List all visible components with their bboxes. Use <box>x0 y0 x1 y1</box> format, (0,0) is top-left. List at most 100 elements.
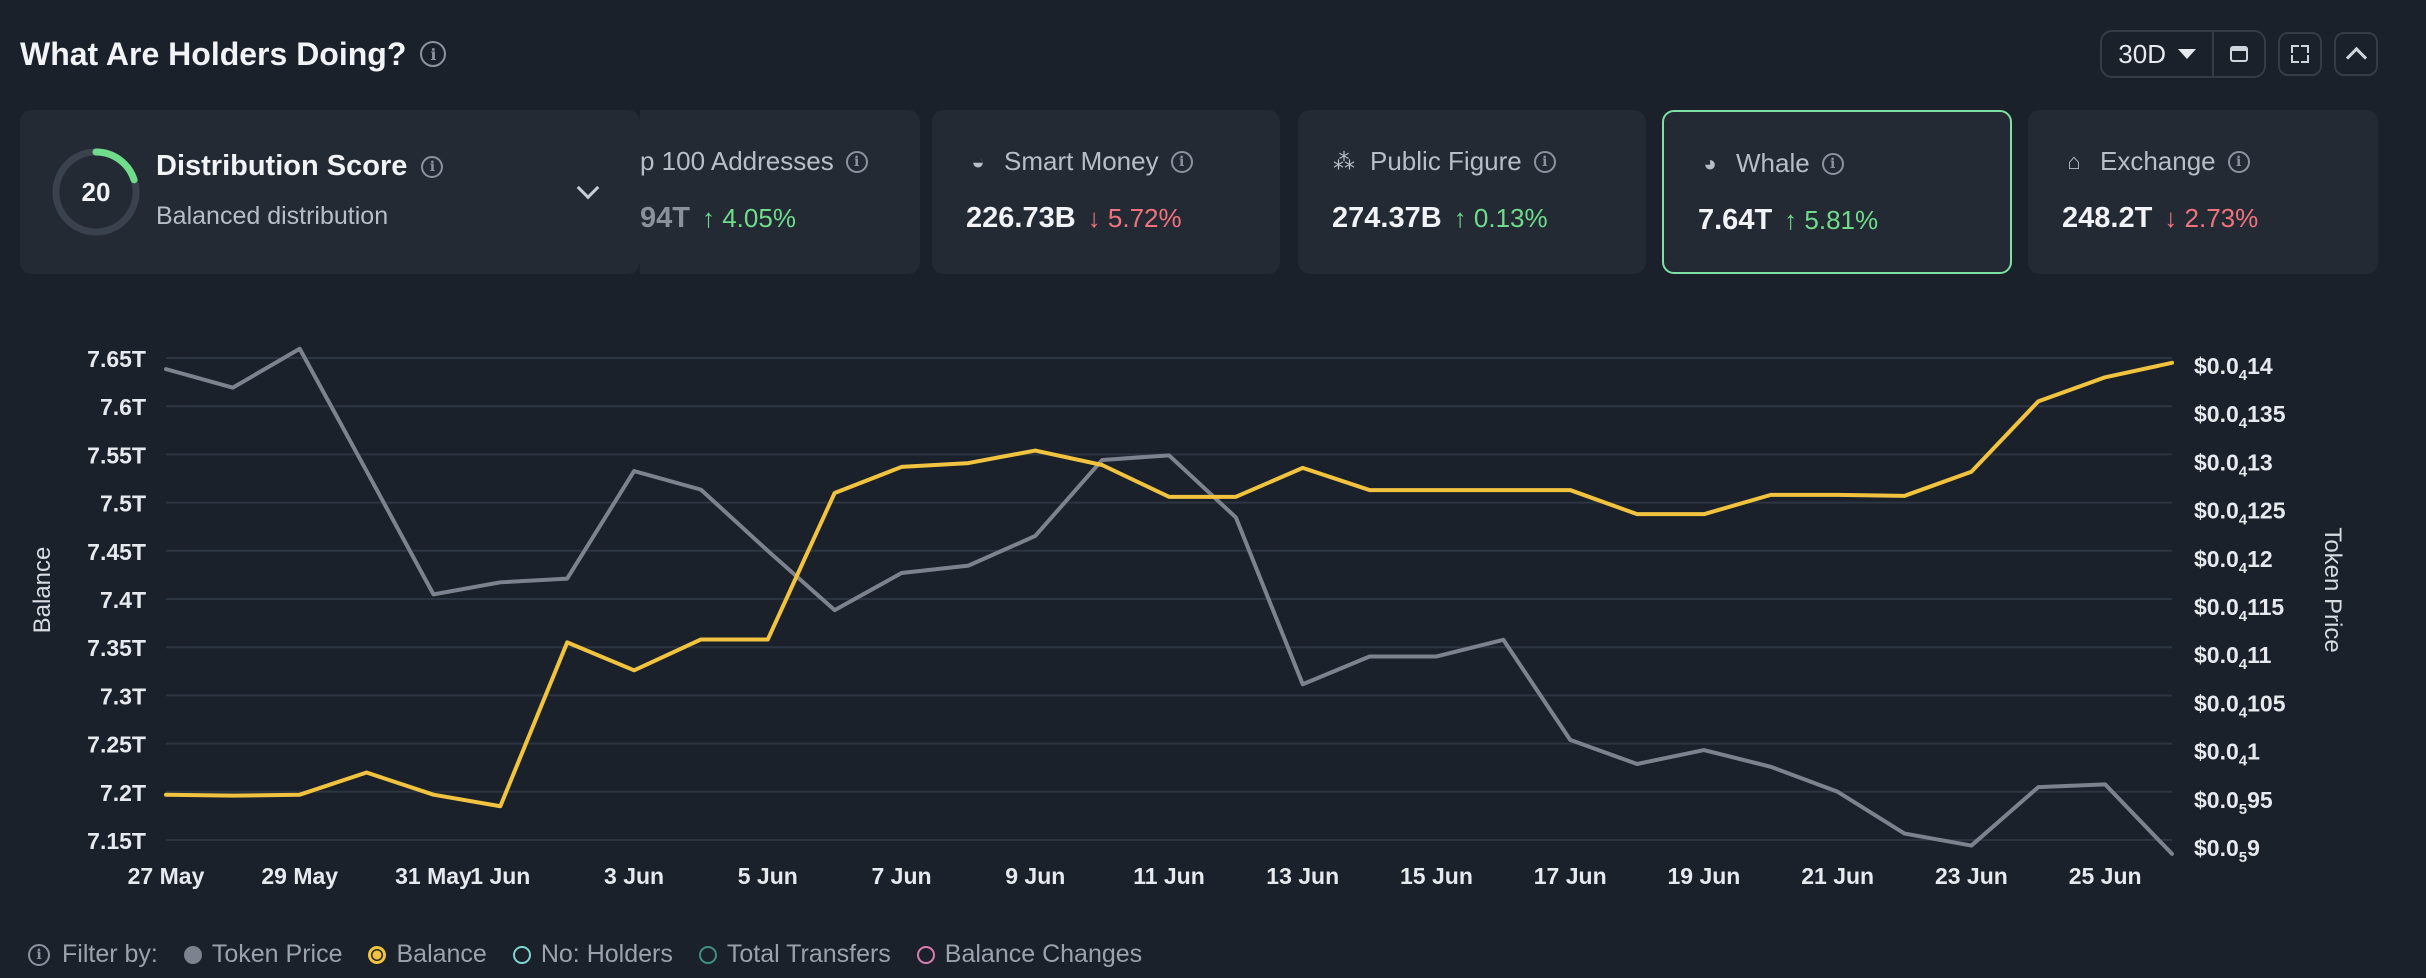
card-exchange[interactable]: ⌂ Exchange i 248.2T ↓ 2.73% <box>2028 110 2378 274</box>
card-number: 274.37B <box>1332 202 1442 234</box>
x-tick-label: 5 Jun <box>738 863 798 889</box>
legend-item-no-holders[interactable]: No: Holders <box>512 940 673 969</box>
legend-items: Token Price Balance No: Holders Total Trans… <box>158 940 1142 969</box>
card-change: ↑ 4.05% <box>702 203 796 234</box>
chevron-up-icon <box>2345 46 2367 68</box>
chart-lines <box>164 346 2174 856</box>
arrow-up-icon: ↑ <box>1784 205 1805 235</box>
legend-item-balance-changes[interactable]: Balance Changes <box>916 940 1143 969</box>
chart-legend: i Filter by: Token Price Balance No: Holde… <box>28 940 1142 969</box>
y2-tick-label: $0.04125 <box>2194 498 2286 529</box>
card-header: ⁂ Public Figure i <box>1332 146 1556 177</box>
x-tick-label: 23 Jun <box>1935 863 2008 889</box>
x-tick-label: 21 Jun <box>1801 863 1874 889</box>
legend-dot-icon <box>916 945 935 964</box>
y2-tick-label: $0.041 <box>2194 739 2260 770</box>
whale-icon: ◕ <box>1703 150 1717 176</box>
holder-cards: 20 Distribution Score i Balanced distrib… <box>20 110 2378 274</box>
distribution-score-card[interactable]: 20 Distribution Score i Balanced distrib… <box>20 110 640 274</box>
card-value: 274.37B ↑ 0.13% <box>1332 202 1548 235</box>
x-tick-label: 25 Jun <box>2069 863 2142 889</box>
arrow-up-icon: ↑ <box>1453 203 1474 233</box>
x-tick-label: 27 May <box>128 863 205 889</box>
legend-dot-icon <box>698 945 717 964</box>
legend-item-token-price[interactable]: Token Price <box>183 940 343 969</box>
chevron-down-icon[interactable] <box>576 176 600 200</box>
x-tick-label: 29 May <box>261 863 338 889</box>
card-change-value: 0.13% <box>1473 203 1548 233</box>
y-tick-label: 7.35T <box>87 635 146 661</box>
x-tick-label: 13 Jun <box>1266 863 1339 889</box>
legend-item-balance[interactable]: Balance <box>368 940 487 969</box>
card-change-value: 5.81% <box>1804 205 1879 235</box>
y-tick-label: 7.5T <box>100 491 146 517</box>
card-smart-money[interactable]: ◒ Smart Money i 226.73B ↓ 5.72% <box>932 110 1280 274</box>
distribution-gauge <box>52 148 140 236</box>
y-tick-label: 7.25T <box>87 732 146 758</box>
y2-tick-label: $0.04135 <box>2194 401 2286 432</box>
y2-tick-label: $0.0595 <box>2194 787 2273 818</box>
y-tick-label: 7.45T <box>87 539 146 565</box>
public-figure-icon: ⁂ <box>1333 148 1355 174</box>
distribution-title: Distribution Score i <box>156 150 444 183</box>
card-label: p 100 Addresses <box>640 146 834 176</box>
y-axis-title: Balance <box>29 547 56 634</box>
y-tick-label: 7.55T <box>87 442 146 468</box>
series-line-balance[interactable] <box>164 360 2174 809</box>
card-value: 94T ↑ 4.05% <box>640 202 796 235</box>
page-title: What Are Holders Doing? <box>20 35 407 72</box>
y-tick-label: 7.6T <box>100 394 146 420</box>
legend-label: Token Price <box>211 940 343 968</box>
y-axis-right: $0.059 $0.0595 $0.041 $0.04105 $0.0411 $0.041… <box>2194 353 2286 866</box>
card-top100[interactable]: p 100 Addresses i 94T ↑ 4.05% <box>640 110 920 274</box>
filter-label: Filter by: <box>62 940 158 968</box>
calendar-icon <box>2230 46 2248 62</box>
fullscreen-button[interactable] <box>2278 32 2322 76</box>
y2-axis-title: Token Price <box>2319 527 2346 652</box>
x-tick-label: 15 Jun <box>1400 863 1473 889</box>
y-tick-label: 7.4T <box>100 587 146 613</box>
period-dropdown[interactable]: 30D <box>2102 32 2214 76</box>
legend-label: Balance Changes <box>944 940 1143 968</box>
card-header: ◕ Whale i <box>1698 148 1844 179</box>
card-header: ⌂ Exchange i <box>2062 146 2250 177</box>
card-whale[interactable]: ◕ Whale i 7.64T ↑ 5.81% <box>1662 110 2012 274</box>
calendar-button[interactable] <box>2214 32 2264 76</box>
x-tick-label: 7 Jun <box>871 863 931 889</box>
legend-item-total-transfers[interactable]: Total Transfers <box>698 940 891 969</box>
info-icon[interactable]: i <box>1821 152 1844 175</box>
card-number: 7.64T <box>1698 204 1773 236</box>
info-icon[interactable]: i <box>1170 150 1193 173</box>
arrow-down-icon: ↓ <box>2164 203 2185 233</box>
card-change: ↓ 2.73% <box>2164 203 2258 234</box>
card-change: ↑ 0.13% <box>1454 203 1548 234</box>
info-icon[interactable]: i <box>28 943 50 966</box>
collapse-button[interactable] <box>2334 32 2378 76</box>
arrow-down-icon: ↓ <box>1087 203 1108 233</box>
legend-dot-icon <box>183 945 202 964</box>
arrow-up-icon: ↑ <box>701 203 723 233</box>
x-tick-label: 19 Jun <box>1667 863 1740 889</box>
card-change: ↑ 5.81% <box>1784 205 1878 236</box>
y-axis-left: 7.15T 7.2T 7.25T 7.3T 7.35T 7.4T 7.45T 7.5T 7.55… <box>87 346 146 854</box>
card-change-value: 4.05% <box>722 203 796 233</box>
card-public-figure[interactable]: ⁂ Public Figure i 274.37B ↑ 0.13% <box>1298 110 1646 274</box>
y2-tick-label: $0.04115 <box>2194 594 2284 625</box>
info-icon[interactable]: i <box>420 41 447 67</box>
legend-dot-icon <box>512 945 531 964</box>
x-tick-label: 9 Jun <box>1005 863 1065 889</box>
legend-label: No: Holders <box>540 940 673 968</box>
smart-money-icon: ◒ <box>971 148 985 174</box>
info-icon[interactable]: i <box>2227 150 2250 173</box>
holders-chart[interactable]: 7.15T 7.2T 7.25T 7.3T 7.35T 7.4T 7.45T 7.5T 7.55… <box>0 300 2426 910</box>
y2-tick-label: $0.0414 <box>2194 353 2273 384</box>
info-icon[interactable]: i <box>1533 150 1556 173</box>
series-line-token-price[interactable] <box>164 346 2174 856</box>
expand-icon <box>2291 45 2309 63</box>
y-tick-label: 7.3T <box>100 683 146 709</box>
info-icon[interactable]: i <box>421 155 444 178</box>
info-icon[interactable]: i <box>845 150 868 173</box>
period-selector: 30D <box>2100 30 2266 78</box>
card-value: 248.2T ↓ 2.73% <box>2062 202 2258 235</box>
header: What Are Holders Doing? i <box>20 30 447 78</box>
